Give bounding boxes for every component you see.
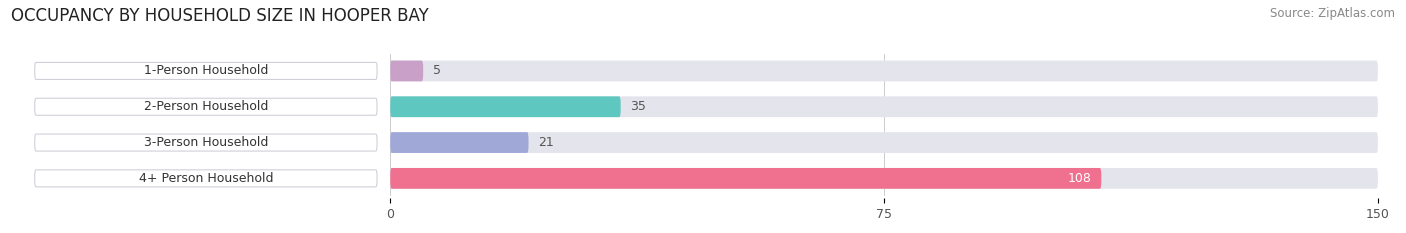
FancyBboxPatch shape [35,62,377,79]
Text: 3-Person Household: 3-Person Household [143,136,269,149]
Text: OCCUPANCY BY HOUSEHOLD SIZE IN HOOPER BAY: OCCUPANCY BY HOUSEHOLD SIZE IN HOOPER BA… [11,7,429,25]
FancyBboxPatch shape [35,170,377,187]
FancyBboxPatch shape [35,134,377,151]
FancyBboxPatch shape [391,61,423,81]
FancyBboxPatch shape [391,96,1378,117]
Text: 108: 108 [1067,172,1091,185]
FancyBboxPatch shape [391,132,529,153]
Text: 2-Person Household: 2-Person Household [143,100,269,113]
FancyBboxPatch shape [391,96,620,117]
FancyBboxPatch shape [35,98,377,115]
Text: 1-Person Household: 1-Person Household [143,65,269,77]
Text: Source: ZipAtlas.com: Source: ZipAtlas.com [1270,7,1395,20]
Text: 4+ Person Household: 4+ Person Household [139,172,273,185]
Text: 35: 35 [630,100,647,113]
Text: 5: 5 [433,65,441,77]
FancyBboxPatch shape [391,61,1378,81]
FancyBboxPatch shape [391,132,1378,153]
FancyBboxPatch shape [391,168,1101,189]
Text: 21: 21 [538,136,554,149]
FancyBboxPatch shape [391,168,1378,189]
